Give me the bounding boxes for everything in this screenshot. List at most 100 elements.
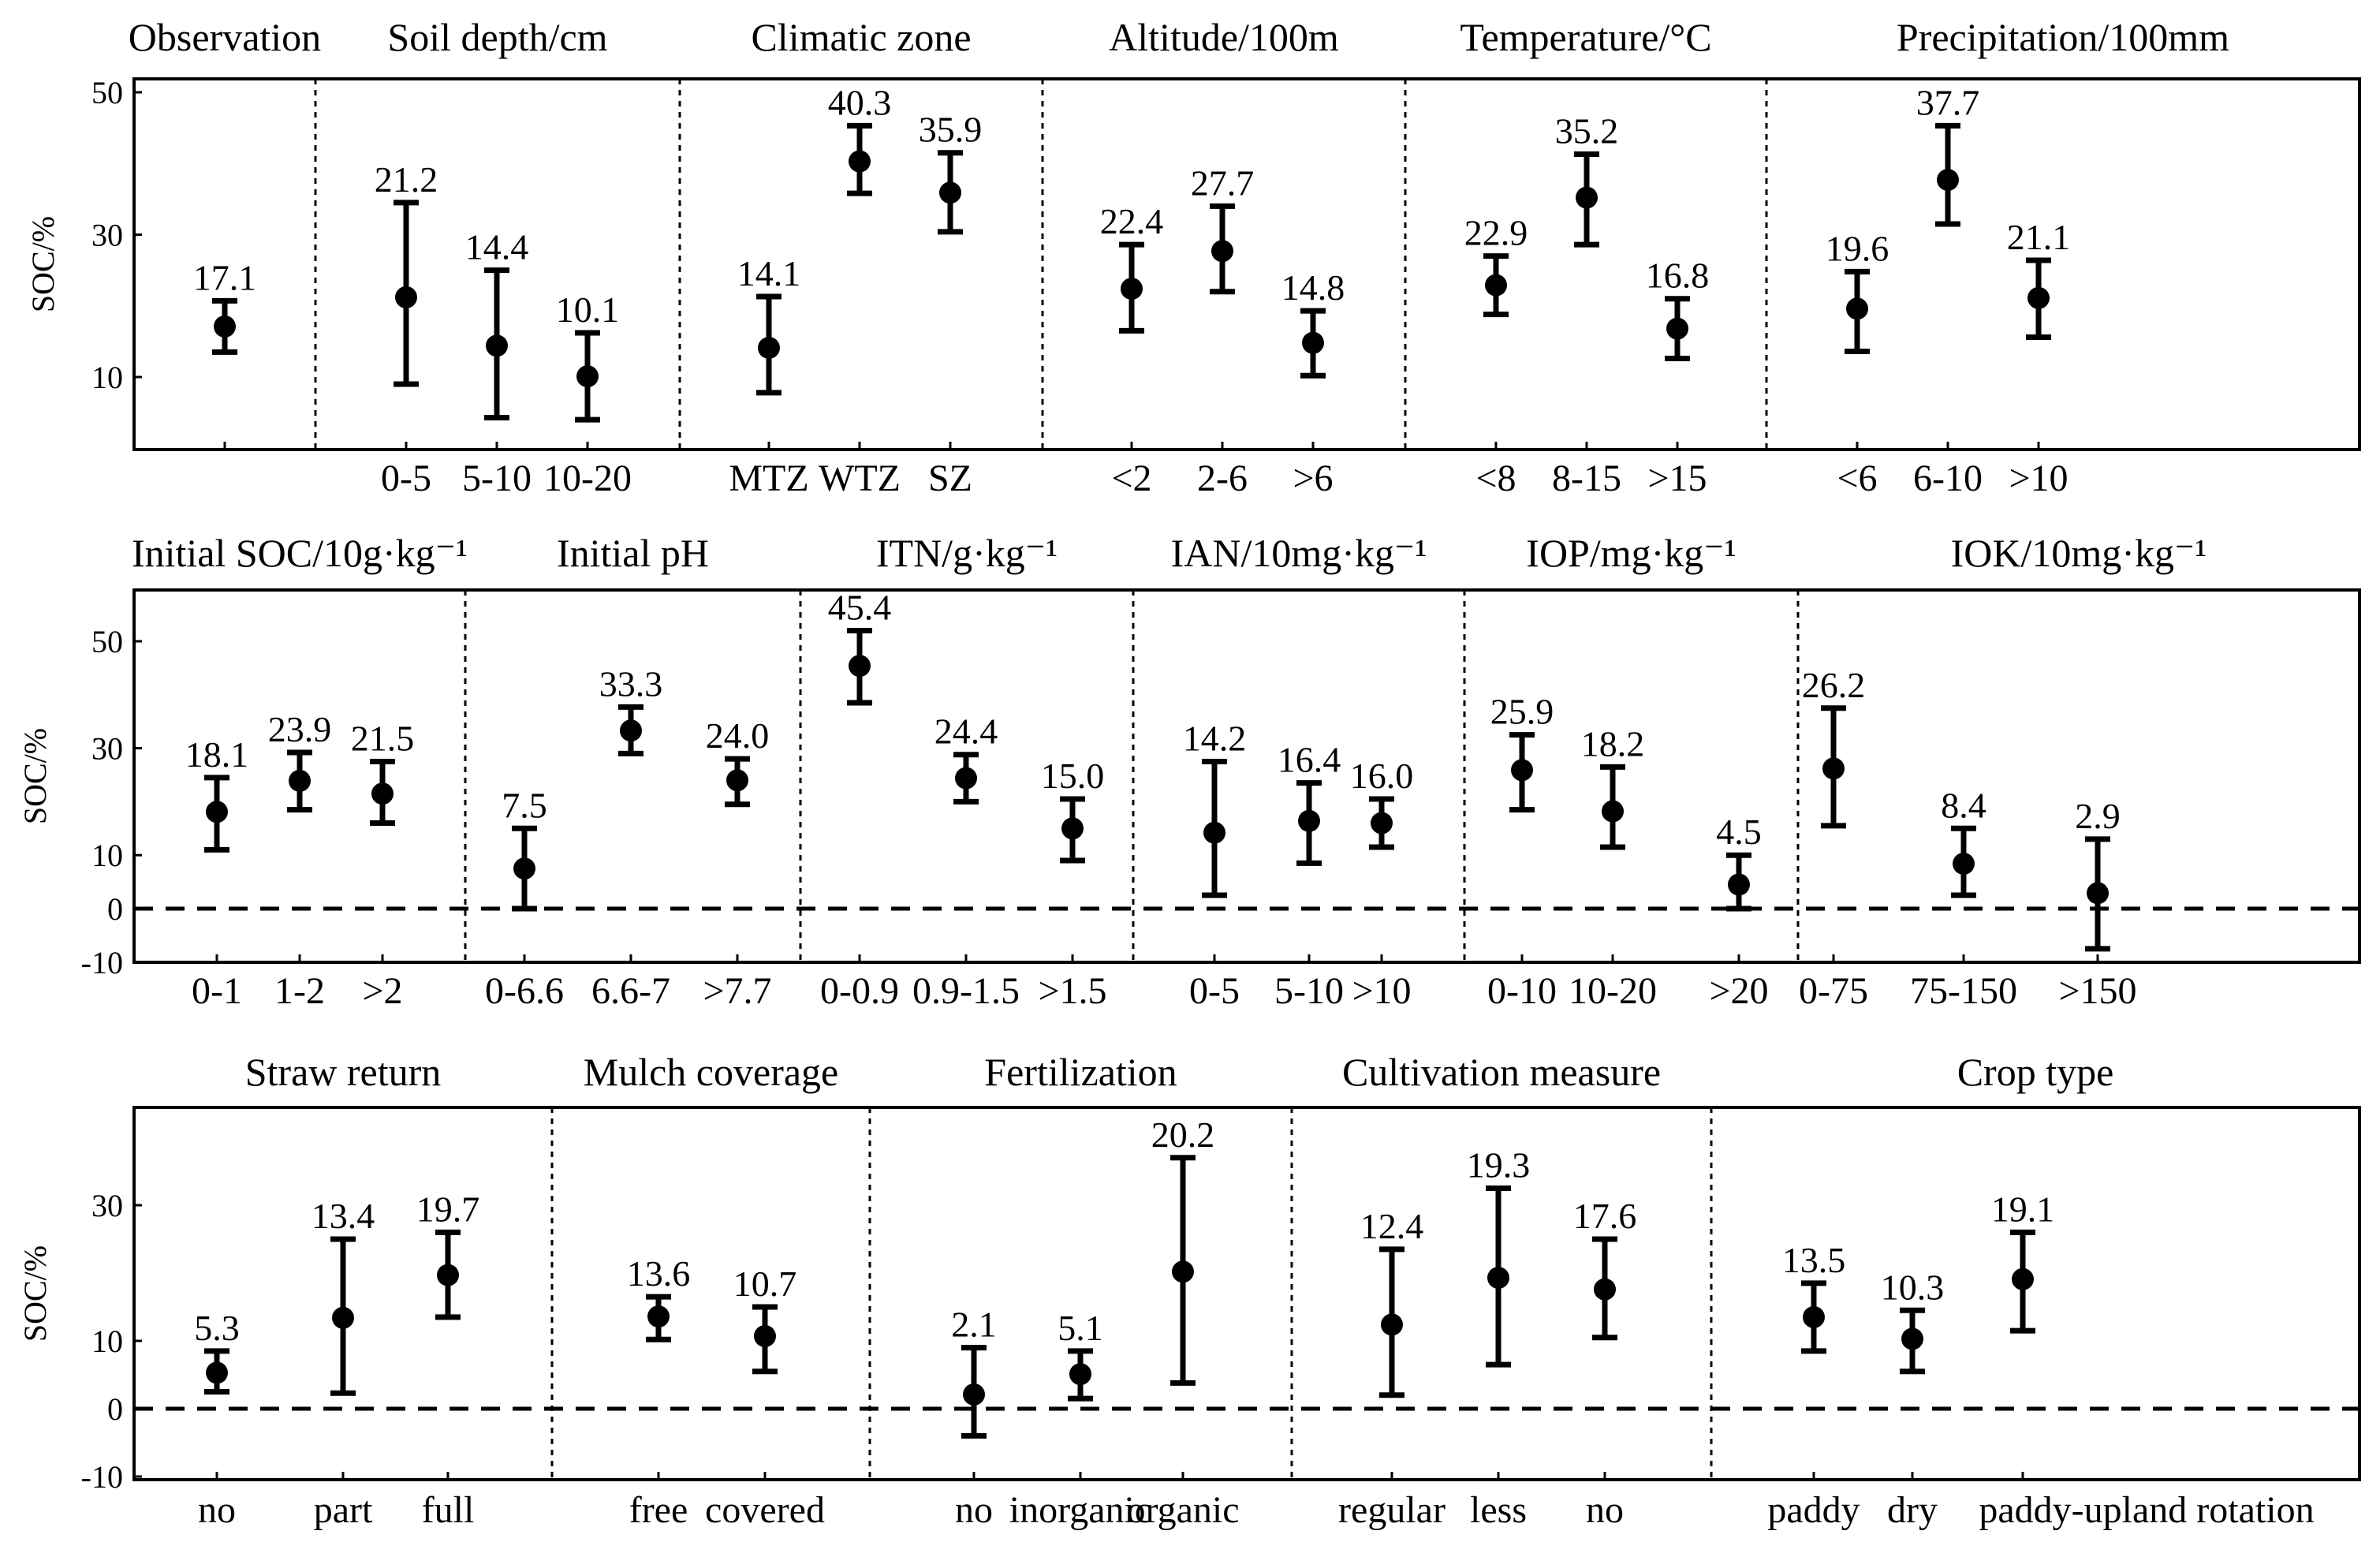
data-label: 22.4: [1100, 201, 1164, 241]
data-label: 24.0: [706, 715, 770, 756]
data-point: [1211, 240, 1233, 263]
y-tick-label: 10: [91, 1324, 123, 1359]
y-tick-label: -10: [81, 1459, 123, 1495]
x-tick-label: 75-150: [1910, 970, 2017, 1012]
group-2-2: Initial pH 7.5 0-6.6 33.3 6.6-7 24.0 >7.7: [485, 531, 772, 1012]
data-point: [1069, 1363, 1091, 1386]
data-label: 21.1: [2007, 217, 2071, 257]
x-tick-label: SZ: [928, 457, 972, 499]
data-label: 25.9: [1490, 692, 1554, 732]
group-3-2: Mulch coverage 13.6 free 10.7 covered: [584, 1050, 838, 1531]
data-label: 22.9: [1464, 213, 1528, 253]
data-point: [758, 336, 780, 359]
group-3-1: Straw return 5.3 no 13.4 part 19.7 full: [194, 1050, 479, 1531]
data-point: [1203, 821, 1225, 844]
data-label: 10.1: [556, 289, 620, 330]
x-tick-label: 0-10: [1487, 970, 1557, 1012]
plot-frame: [132, 588, 2361, 964]
x-tick-label: >150: [2058, 970, 2136, 1012]
data-label: 4.5: [1716, 812, 1762, 852]
x-tick-label: <6: [1837, 457, 1877, 499]
data-point: [214, 315, 236, 338]
data-label: 33.3: [599, 663, 663, 704]
group-title: ITN/g·kg⁻¹: [876, 531, 1058, 575]
data-point: [513, 857, 535, 880]
x-tick-label: >15: [1647, 457, 1707, 499]
group-1-1: Observation 17.1: [129, 15, 321, 450]
data-point: [620, 719, 642, 742]
group-title: Soil depth/cm: [387, 15, 607, 59]
data-label: 23.9: [268, 709, 332, 749]
data-label: 5.1: [1058, 1308, 1103, 1348]
y-tick-label: 10: [91, 360, 123, 395]
data-point: [1846, 297, 1868, 320]
data-label: 10.7: [733, 1264, 797, 1304]
data-point: [1953, 853, 1975, 876]
x-tick-label: 0-6.6: [485, 970, 564, 1012]
y-tick-label: 30: [91, 731, 123, 767]
x-tick-label: no: [198, 1489, 236, 1531]
group-title: Cultivation measure: [1342, 1050, 1661, 1094]
x-tick-label: >2: [362, 970, 402, 1012]
y-tick-label: 0: [107, 891, 123, 927]
x-tick-label: 0-0.9: [820, 970, 899, 1012]
data-point: [1822, 757, 1845, 780]
x-tick-label: dry: [1887, 1489, 1938, 1531]
group-3-4: Cultivation measure 12.4 regular 19.3 less 17…: [1338, 1050, 1661, 1531]
data-point: [1371, 812, 1393, 835]
data-point: [939, 181, 961, 204]
y-tick-label: 50: [91, 624, 123, 659]
group-title: IOK/10mg·kg⁻¹: [1951, 531, 2207, 575]
group-2-5: IOP/mg·kg⁻¹ 25.9 0-10 18.2 10-20 4.5 >20: [1487, 531, 1769, 1012]
y-tick-label: 10: [91, 838, 123, 873]
x-tick-label: 0-75: [1799, 970, 1868, 1012]
panel-1: 10 30 50 SOC/% Observation 17.1 Soil depth/cm 2…: [25, 15, 2361, 499]
data-label: 27.7: [1191, 162, 1255, 203]
group-title: Observation: [129, 15, 321, 59]
data-point: [576, 365, 599, 388]
data-label: 2.1: [951, 1305, 997, 1345]
group-title: Altitude/100m: [1109, 15, 1339, 59]
x-tick-label: full: [422, 1489, 475, 1531]
data-label: 15.0: [1041, 756, 1105, 796]
group-title: Climatic zone: [751, 15, 971, 59]
data-label: 16.0: [1350, 756, 1414, 796]
data-label: 45.4: [828, 587, 892, 627]
group-1-2: Soil depth/cm 21.2 0-5 14.4 5-10 10.1 10-20: [375, 15, 632, 499]
group-title: Fertilization: [984, 1050, 1177, 1094]
x-tick-label: paddy: [1767, 1489, 1860, 1531]
group-title: Initial pH: [557, 531, 709, 575]
x-tick-label: 10-20: [543, 457, 632, 499]
group-title: Mulch coverage: [584, 1050, 838, 1094]
x-tick-label: >1.5: [1038, 970, 1106, 1012]
data-point: [849, 655, 871, 678]
data-point: [206, 1361, 228, 1384]
x-tick-label: part: [314, 1489, 373, 1531]
data-point: [437, 1264, 459, 1286]
data-label: 10.3: [1881, 1267, 1945, 1307]
data-point: [206, 801, 228, 823]
data-point: [1121, 278, 1143, 301]
data-point: [963, 1383, 985, 1406]
group-title: Straw return: [245, 1050, 442, 1094]
data-point: [1728, 873, 1750, 896]
data-point: [1666, 317, 1688, 340]
x-tick-label: 5-10: [462, 457, 532, 499]
data-point: [1298, 809, 1320, 832]
group-1-5: Temperature/°C 22.9 <8 35.2 8-15 16.8 >15: [1460, 15, 1711, 499]
x-tick-label: 5-10: [1274, 970, 1344, 1012]
data-label: 17.6: [1573, 1196, 1637, 1236]
x-tick-label: MTZ: [729, 457, 808, 499]
data-point: [289, 769, 311, 792]
data-label: 21.2: [375, 159, 438, 200]
data-point: [1803, 1305, 1825, 1328]
x-tick-label: 0-1: [192, 970, 242, 1012]
data-label: 14.1: [737, 253, 801, 293]
data-point: [1576, 186, 1598, 209]
y-axis-label: SOC/%: [17, 728, 53, 824]
data-label: 19.1: [1991, 1189, 2055, 1229]
group-2-4: IAN/10mg·kg⁻¹ 14.2 0-5 16.4 5-10 16.0 >10: [1171, 531, 1427, 1012]
data-label: 26.2: [1802, 665, 1866, 705]
x-tick-label: no: [1586, 1489, 1624, 1531]
data-point: [2027, 286, 2050, 309]
